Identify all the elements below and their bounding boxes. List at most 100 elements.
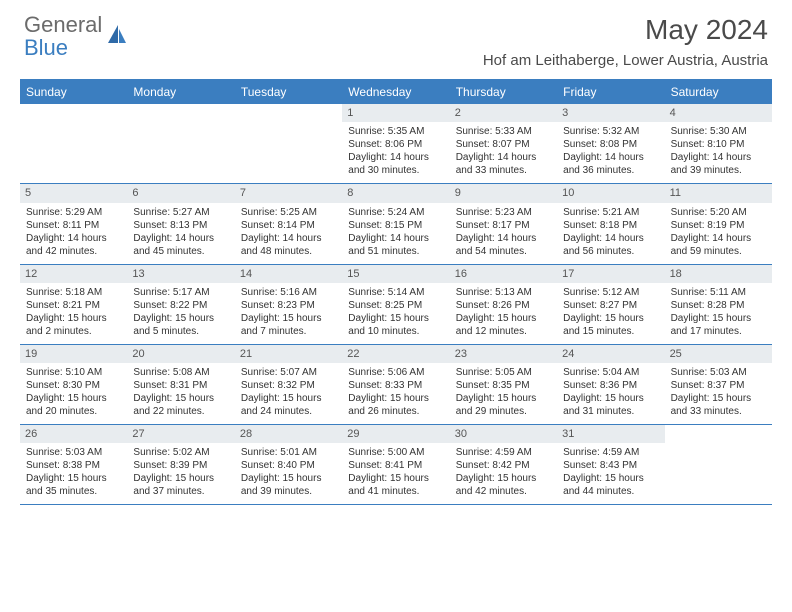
weekday-thu: Thursday [450, 80, 557, 104]
day-cell: 9Sunrise: 5:23 AMSunset: 8:17 PMDaylight… [450, 184, 557, 263]
weekday-wed: Wednesday [342, 80, 449, 104]
day-info-line: Sunset: 8:42 PM [456, 459, 551, 472]
day-info-line: Sunset: 8:39 PM [133, 459, 228, 472]
day-number: 5 [20, 184, 127, 202]
day-number: 1 [342, 104, 449, 122]
day-info: Sunrise: 5:20 AMSunset: 8:19 PMDaylight:… [671, 206, 766, 258]
day-info-line: and 5 minutes. [133, 325, 228, 338]
day-info-line: Sunrise: 5:23 AM [456, 206, 551, 219]
day-cell: 1Sunrise: 5:35 AMSunset: 8:06 PMDaylight… [342, 104, 449, 183]
day-number: 26 [20, 425, 127, 443]
day-info-line: Daylight: 15 hours [563, 392, 658, 405]
day-info-line: Daylight: 15 hours [456, 472, 551, 485]
day-cell: 14Sunrise: 5:16 AMSunset: 8:23 PMDayligh… [235, 265, 342, 344]
day-info: Sunrise: 5:32 AMSunset: 8:08 PMDaylight:… [563, 125, 658, 177]
day-info-line: and 42 minutes. [26, 245, 121, 258]
logo-sail-icon [106, 23, 128, 52]
day-info-line: Sunset: 8:10 PM [671, 138, 766, 151]
day-info-line: Sunrise: 5:03 AM [26, 446, 121, 459]
day-info-line: Sunrise: 5:21 AM [563, 206, 658, 219]
day-number: 28 [235, 425, 342, 443]
day-info-line: Daylight: 15 hours [133, 312, 228, 325]
month-title: May 2024 [483, 14, 768, 46]
logo-part2: Blue [24, 35, 68, 60]
day-info-line: Sunrise: 4:59 AM [563, 446, 658, 459]
day-cell: 2Sunrise: 5:33 AMSunset: 8:07 PMDaylight… [450, 104, 557, 183]
day-info-line: Sunrise: 5:27 AM [133, 206, 228, 219]
day-info: Sunrise: 5:10 AMSunset: 8:30 PMDaylight:… [26, 366, 121, 418]
day-info-line: Sunset: 8:13 PM [133, 219, 228, 232]
day-info: Sunrise: 5:29 AMSunset: 8:11 PMDaylight:… [26, 206, 121, 258]
day-cell: 26 Sunrise: 5:03 AMSunset: 8:38 PMDayligh… [20, 425, 127, 504]
week-row: 12Sunrise: 5:18 AMSunset: 8:21 PMDayligh… [20, 265, 772, 345]
day-info-line: and 39 minutes. [671, 164, 766, 177]
day-number: 29 [342, 425, 449, 443]
day-info: Sunrise: 4:59 AMSunset: 8:42 PMDaylight:… [456, 446, 551, 498]
day-info: Sunrise: 5:12 AMSunset: 8:27 PMDaylight:… [563, 286, 658, 338]
day-info-line: Sunset: 8:19 PM [671, 219, 766, 232]
day-info-line: Sunset: 8:22 PM [133, 299, 228, 312]
day-info-line: Daylight: 14 hours [456, 232, 551, 245]
day-info-line: Sunset: 8:21 PM [26, 299, 121, 312]
day-info-line: Daylight: 14 hours [563, 151, 658, 164]
day-info: Sunrise: 5:33 AMSunset: 8:07 PMDaylight:… [456, 125, 551, 177]
day-info-line: Daylight: 14 hours [348, 232, 443, 245]
day-cell: 13Sunrise: 5:17 AMSunset: 8:22 PMDayligh… [127, 265, 234, 344]
day-info-line: Sunset: 8:37 PM [671, 379, 766, 392]
day-cell: 15Sunrise: 5:14 AMSunset: 8:25 PMDayligh… [342, 265, 449, 344]
day-cell: 20Sunrise: 5:08 AMSunset: 8:31 PMDayligh… [127, 345, 234, 424]
day-cell [235, 104, 342, 183]
day-info-line: Daylight: 15 hours [241, 472, 336, 485]
location: Hof am Leithaberge, Lower Austria, Austr… [483, 52, 768, 69]
weekday-mon: Monday [127, 80, 234, 104]
day-info-line: Sunset: 8:36 PM [563, 379, 658, 392]
day-info-line: and 41 minutes. [348, 485, 443, 498]
day-info-line: and 36 minutes. [563, 164, 658, 177]
day-number: 22 [342, 345, 449, 363]
day-number: 11 [665, 184, 772, 202]
day-info-line: and 39 minutes. [241, 485, 336, 498]
day-info: Sunrise: 5:03 AMSunset: 8:37 PMDaylight:… [671, 366, 766, 418]
day-info-line: Daylight: 14 hours [348, 151, 443, 164]
week-row: 26 Sunrise: 5:03 AMSunset: 8:38 PMDayligh… [20, 425, 772, 505]
day-number: 25 [665, 345, 772, 363]
day-info-line: Sunset: 8:43 PM [563, 459, 658, 472]
day-cell: 28 Sunrise: 5:01 AMSunset: 8:40 PMDayligh… [235, 425, 342, 504]
day-info-line: Sunrise: 5:00 AM [348, 446, 443, 459]
day-info-line: and 20 minutes. [26, 405, 121, 418]
day-info: Sunrise: 5:03 AMSunset: 8:38 PMDaylight:… [26, 446, 121, 498]
day-info-line: Sunrise: 5:14 AM [348, 286, 443, 299]
day-info: Sunrise: 5:23 AMSunset: 8:17 PMDaylight:… [456, 206, 551, 258]
day-cell: 31Sunrise: 4:59 AMSunset: 8:43 PMDayligh… [557, 425, 664, 504]
day-cell: 5 Sunrise: 5:29 AMSunset: 8:11 PMDaylight… [20, 184, 127, 263]
weekday-sat: Saturday [665, 80, 772, 104]
weekday-sun: Sunday [20, 80, 127, 104]
day-info-line: and 45 minutes. [133, 245, 228, 258]
day-number: 18 [665, 265, 772, 283]
day-info: Sunrise: 5:01 AMSunset: 8:40 PMDaylight:… [241, 446, 336, 498]
day-info-line: Sunset: 8:41 PM [348, 459, 443, 472]
day-info-line: Daylight: 14 hours [456, 151, 551, 164]
day-info-line: Sunrise: 5:02 AM [133, 446, 228, 459]
day-info-line: and 2 minutes. [26, 325, 121, 338]
day-info-line: Daylight: 15 hours [456, 392, 551, 405]
day-info-line: Daylight: 15 hours [26, 312, 121, 325]
day-info: Sunrise: 5:27 AMSunset: 8:13 PMDaylight:… [133, 206, 228, 258]
day-info: Sunrise: 5:18 AMSunset: 8:21 PMDaylight:… [26, 286, 121, 338]
day-info-line: Daylight: 14 hours [26, 232, 121, 245]
day-info-line: Sunrise: 5:13 AM [456, 286, 551, 299]
day-number: 7 [235, 184, 342, 202]
day-cell: 23Sunrise: 5:05 AMSunset: 8:35 PMDayligh… [450, 345, 557, 424]
day-info-line: and 17 minutes. [671, 325, 766, 338]
day-info-line: Sunrise: 5:25 AM [241, 206, 336, 219]
title-block: May 2024 Hof am Leithaberge, Lower Austr… [483, 14, 768, 69]
day-cell: 7Sunrise: 5:25 AMSunset: 8:14 PMDaylight… [235, 184, 342, 263]
day-info: Sunrise: 5:30 AMSunset: 8:10 PMDaylight:… [671, 125, 766, 177]
day-info-line: Sunset: 8:14 PM [241, 219, 336, 232]
day-info: Sunrise: 5:06 AMSunset: 8:33 PMDaylight:… [348, 366, 443, 418]
day-number: 21 [235, 345, 342, 363]
day-cell: 21Sunrise: 5:07 AMSunset: 8:32 PMDayligh… [235, 345, 342, 424]
day-info-line: Daylight: 15 hours [241, 312, 336, 325]
day-info-line: Daylight: 15 hours [671, 392, 766, 405]
day-number: 14 [235, 265, 342, 283]
